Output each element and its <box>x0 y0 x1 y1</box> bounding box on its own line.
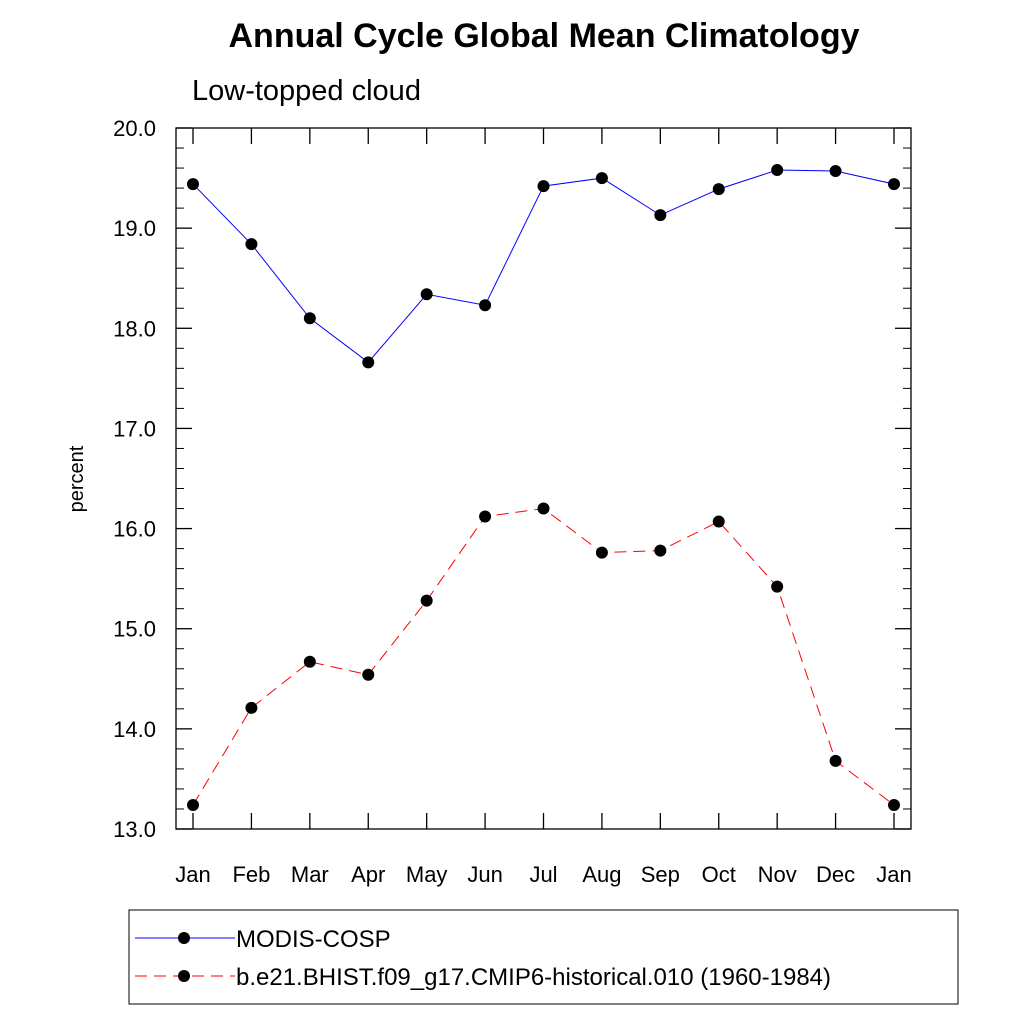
series-1-point <box>245 238 258 251</box>
series-2-point <box>420 594 433 607</box>
series-2-point <box>829 754 842 767</box>
series-1-point <box>654 209 667 222</box>
series-2-point <box>362 668 375 681</box>
plot-area-border <box>175 127 912 830</box>
x-tick-label: Jan <box>876 862 911 887</box>
x-tick-label: May <box>406 862 448 887</box>
series-1-point <box>888 178 900 191</box>
series-1-point <box>187 178 199 191</box>
legend-marker-1 <box>178 932 190 944</box>
x-tick-label: Nov <box>758 862 797 887</box>
series-1-point <box>303 312 316 325</box>
x-tick-label: Oct <box>702 862 736 887</box>
x-tick-label: Dec <box>816 862 855 887</box>
legend: MODIS-COSP b.e21.BHIST.f09_g17.CMIP6-hist… <box>128 909 959 1005</box>
x-tick-label: Mar <box>291 862 329 887</box>
series-2-point <box>654 544 667 557</box>
y-axis-label: percent <box>66 445 88 512</box>
y-tick-label: 17.0 <box>113 416 156 441</box>
x-tick-label: Jan <box>175 862 210 887</box>
series-2-point <box>303 655 316 668</box>
x-tick-label: Sep <box>641 862 680 887</box>
x-tick-label: Jun <box>467 862 502 887</box>
legend-box <box>128 909 959 1005</box>
y-tick-label: 13.0 <box>113 817 156 842</box>
series-2-point <box>187 798 199 811</box>
series-line-2 <box>192 508 895 806</box>
series-2-point <box>479 510 492 523</box>
series-1-point <box>479 299 492 312</box>
series-2-point <box>595 546 608 559</box>
x-tick-label: Apr <box>351 862 385 887</box>
y-tick-label: 19.0 <box>113 216 156 241</box>
series-2-point <box>537 502 550 515</box>
series-1-point <box>595 172 608 185</box>
axes-ticks: 13.0 14.0 15.0 16.0 17.0 18.0 19.0 20.0 Jan Feb Ma… <box>113 116 912 887</box>
y-tick-label: 15.0 <box>113 617 156 642</box>
series-1-point <box>537 180 550 193</box>
series-2-point <box>771 580 784 593</box>
y-tick-label: 14.0 <box>113 717 156 742</box>
x-tick-label: Jul <box>529 862 557 887</box>
x-tick-label: Aug <box>582 862 621 887</box>
series-1-point <box>362 356 375 369</box>
series-1-point <box>829 165 842 178</box>
chart-title: Annual Cycle Global Mean Climatology <box>229 17 860 55</box>
y-tick-label: 16.0 <box>113 517 156 542</box>
y-tick-label: 20.0 <box>113 116 156 141</box>
series-2-point <box>712 515 725 528</box>
legend-label-1: MODIS-COSP <box>236 926 391 953</box>
x-tick-label: Feb <box>232 862 270 887</box>
chart-subtitle: Low-topped cloud <box>192 75 421 107</box>
series-1-point <box>712 183 725 196</box>
series-1-point <box>420 288 433 301</box>
series-2-point <box>888 798 900 811</box>
series-line-1 <box>192 169 895 364</box>
legend-marker-2 <box>178 970 190 982</box>
legend-label-2: b.e21.BHIST.f09_g17.CMIP6-historical.010… <box>236 964 831 991</box>
series-group <box>187 164 900 811</box>
series-2-point <box>245 701 258 714</box>
y-tick-label: 18.0 <box>113 316 156 341</box>
series-1-point <box>771 164 784 177</box>
